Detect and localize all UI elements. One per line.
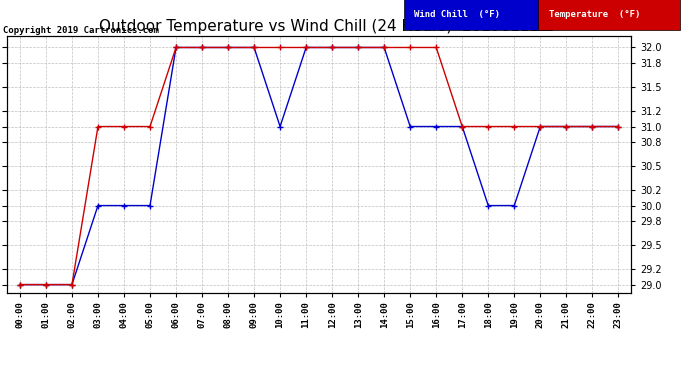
Text: Copyright 2019 Cartronics.com: Copyright 2019 Cartronics.com	[3, 26, 159, 35]
Text: Wind Chill  (°F): Wind Chill (°F)	[414, 10, 500, 19]
Title: Outdoor Temperature vs Wind Chill (24 Hours)  20190112: Outdoor Temperature vs Wind Chill (24 Ho…	[99, 20, 539, 34]
Text: Temperature  (°F): Temperature (°F)	[549, 10, 640, 19]
